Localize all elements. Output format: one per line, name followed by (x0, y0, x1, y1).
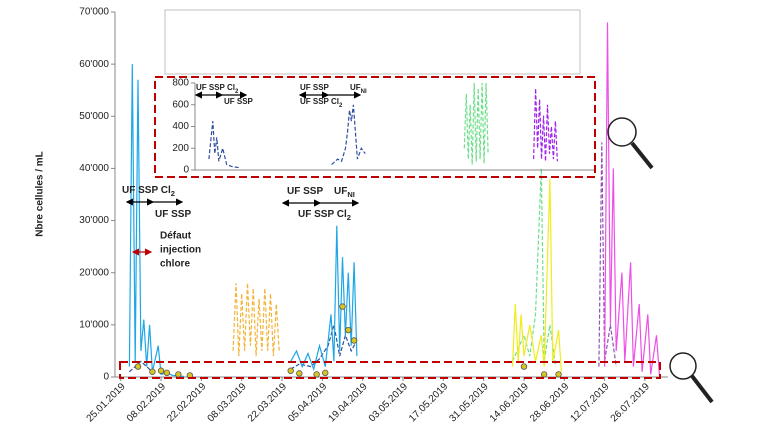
data-point (313, 371, 320, 378)
annotation-subscript: 2 (235, 89, 239, 95)
series-line (128, 324, 358, 373)
magnifier (669, 352, 714, 404)
annotation: UFNI (334, 186, 355, 200)
data-point (345, 326, 352, 334)
data-point (555, 371, 562, 378)
data-point (175, 371, 182, 378)
series-line (604, 22, 660, 376)
magnifier (607, 117, 654, 170)
y-tick-label: 400 (172, 121, 189, 132)
series-line (463, 82, 489, 165)
annotation-text: UF SSP (224, 97, 254, 106)
series-line (511, 168, 557, 367)
annotation: UFNI (350, 83, 367, 94)
series-line (598, 142, 617, 367)
annotation-text: UF SSP Cl (196, 83, 235, 92)
annotation-subscript: NI (361, 89, 367, 95)
y-tick-label: 60'000 (79, 59, 109, 70)
data-point (339, 303, 346, 310)
series-line (128, 64, 358, 378)
annotation: injection (160, 245, 201, 256)
data-point (296, 370, 303, 377)
y-tick-label: 0 (103, 372, 109, 383)
annotation: Défaut (160, 231, 192, 242)
annotation-subscript: 2 (347, 213, 351, 222)
annotation: UF SSP (155, 209, 191, 220)
phase-arrows (125, 91, 362, 256)
x-tick-label: 25.01.2019 (85, 381, 128, 424)
series-line (533, 88, 558, 162)
y-tick-label: 20'000 (79, 267, 109, 278)
y-axis-label: Nbre cellules / mL (35, 151, 46, 237)
y-tick-label: 800 (172, 78, 189, 89)
x-tick-label: 19.04.2019 (327, 381, 370, 424)
annotation: UF SSP Cl2 (298, 209, 351, 223)
y-tick-label: 600 (172, 99, 189, 110)
y-tick-label: 40'000 (79, 163, 109, 174)
y-tick-label: 50'000 (79, 111, 109, 122)
x-tick-label: 12.07.2019 (568, 381, 611, 424)
zoom-box (119, 361, 661, 379)
series-line (232, 283, 280, 357)
annotation-subscript: NI (347, 190, 355, 199)
annotation-text: UF SSP Cl (298, 209, 347, 220)
annotation-text: UF SSP Cl (300, 97, 339, 106)
annotation: UF SSP (300, 83, 330, 92)
annotation: UF SSP Cl2 (300, 97, 343, 108)
annotation: UF SSP Cl2 (122, 185, 175, 199)
data-point (163, 369, 171, 377)
y-tick-label: 70'000 (79, 7, 109, 18)
annotation-text: UF SSP (155, 209, 191, 220)
x-tick-label: 17.05.2019 (407, 381, 450, 424)
annotation-text: UF SSP (287, 186, 323, 197)
data-point (540, 371, 548, 378)
x-tick-label: 08.03.2019 (206, 381, 249, 424)
data-point (520, 363, 528, 370)
annotation: UF SSP (287, 186, 323, 197)
x-tick-label: 05.04.2019 (286, 381, 329, 424)
annotation: UF SSP (224, 97, 254, 106)
annotation-subscript: 2 (339, 103, 343, 109)
data-point (322, 369, 329, 377)
annotation-text: UF (350, 83, 361, 92)
data-point (350, 337, 358, 344)
zoom-box (154, 76, 596, 178)
data-point (134, 363, 142, 370)
x-tick-label: 22.02.2019 (165, 381, 208, 424)
x-tick-label: 03.05.2019 (367, 381, 410, 424)
series-line (511, 178, 562, 372)
annotation-text: UF SSP Cl (122, 185, 171, 196)
legend-box (164, 9, 581, 75)
x-tick-label: 31.05.2019 (447, 381, 490, 424)
x-tick-label: 26.07.2019 (609, 381, 652, 424)
y-tick-label: 30'000 (79, 215, 109, 226)
annotation: UF SSP Cl2 (196, 83, 239, 94)
x-tick-label: 08.02.2019 (125, 381, 168, 424)
annotation-text: UF (334, 186, 347, 197)
data-point (149, 368, 156, 375)
data-point (157, 367, 165, 374)
x-tick-label: 28.06.2019 (528, 381, 571, 424)
y-tick-label: 10'000 (79, 319, 109, 330)
x-tick-label: 14.06.2019 (488, 381, 531, 424)
annotation-subscript: 2 (171, 189, 175, 198)
annotation: chlore (160, 259, 190, 270)
series-line (208, 104, 366, 169)
y-tick-label: 0 (183, 165, 189, 176)
data-point (287, 367, 294, 374)
y-tick-label: 200 (172, 143, 189, 154)
annotation-text: UF SSP (300, 83, 330, 92)
x-tick-label: 22.03.2019 (246, 381, 289, 424)
